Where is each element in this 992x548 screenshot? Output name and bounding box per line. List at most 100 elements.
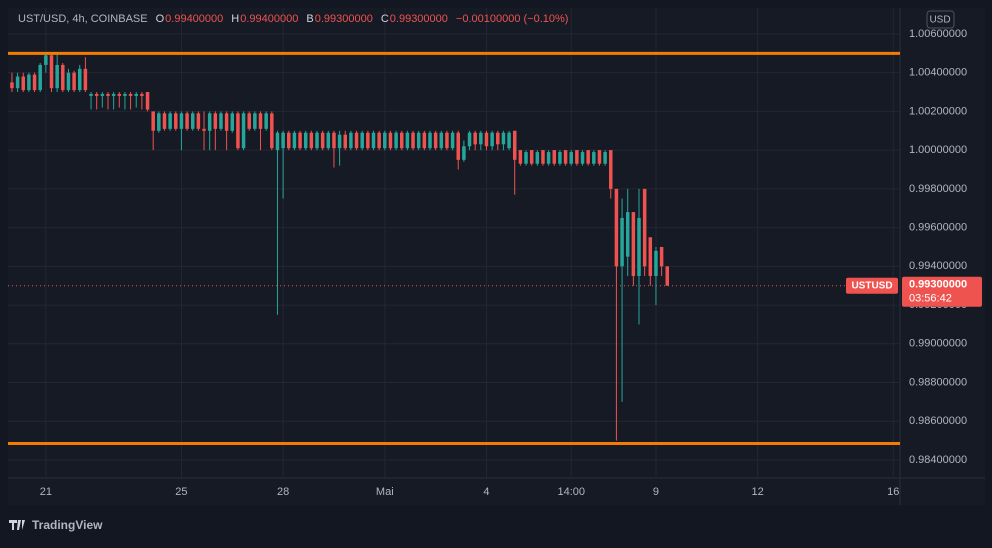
candle-body (320, 132, 325, 149)
candle-body (592, 152, 596, 164)
candle-body (609, 150, 613, 189)
grid (8, 8, 900, 478)
candle-body (72, 72, 76, 91)
candle-body (366, 132, 370, 149)
candle-body (399, 132, 404, 149)
x-tick-label: 25 (175, 486, 187, 498)
y-tick-label: 0.98400000 (909, 454, 967, 466)
candle-body (490, 132, 494, 147)
x-tick-label: 16 (887, 486, 899, 498)
countdown: 03:56:42 (909, 293, 952, 305)
candle-body (467, 132, 472, 147)
candle-body (38, 64, 42, 91)
x-tick-label: 21 (40, 486, 52, 498)
candle-body (83, 68, 88, 91)
candle-body (224, 113, 229, 131)
candle-body (49, 55, 54, 89)
y-tick-label: 1.00400000 (909, 67, 967, 79)
candle-body (253, 113, 257, 129)
candle-body (207, 113, 212, 131)
candle-body (433, 132, 438, 149)
candle-body (388, 132, 393, 149)
candle-body (281, 132, 285, 149)
candle-body (185, 113, 189, 129)
candle-body (213, 113, 218, 129)
candle-body (507, 132, 511, 149)
candle-body (247, 113, 251, 129)
candle-body (360, 132, 364, 149)
candle-body (151, 111, 155, 131)
brand: TradingView (32, 518, 103, 532)
candle-body (100, 93, 105, 96)
candle-body (21, 76, 26, 91)
candle-body (580, 152, 585, 164)
candle-body (134, 93, 138, 96)
x-tick-label: 12 (752, 486, 764, 498)
candle-body (496, 132, 500, 145)
candle-body (94, 93, 99, 96)
candle-body (179, 113, 184, 129)
y-tick-label: 1.00000000 (909, 144, 967, 156)
candle-body (264, 113, 268, 129)
candle-body (450, 132, 455, 149)
candle-body (140, 93, 144, 96)
candle-body (315, 132, 319, 149)
candle-body (241, 113, 246, 149)
candle-body (111, 93, 116, 96)
y-tick-label: 0.99600000 (909, 222, 967, 234)
candle-body (66, 72, 71, 91)
candle-body (524, 152, 528, 164)
price-label: 0.99300000 (909, 279, 967, 291)
candle-body (411, 132, 415, 149)
candle-body (106, 93, 110, 96)
candle-body (558, 152, 562, 164)
candle-body (473, 132, 477, 145)
candle-body (535, 152, 540, 164)
axis-labels: 0.98400000 0.98600000 0.98800000 0.99000000… (40, 28, 982, 498)
x-tick-label: 28 (277, 486, 289, 498)
y-tick-label: 1.00200000 (909, 105, 967, 117)
candle-body (168, 113, 172, 129)
candle-body (287, 132, 291, 149)
ohlc-key: O (156, 13, 165, 25)
candle-body (219, 113, 223, 129)
symbol-badge (846, 277, 898, 294)
candle-body (456, 132, 460, 160)
candle-body (236, 113, 240, 149)
candle-body (354, 132, 359, 149)
legend: UST/USD, 4h, COINBASE O 0.99400000 H 0.9940… (18, 13, 568, 25)
candle-body (332, 132, 336, 149)
candle-body (270, 113, 274, 149)
currency[interactable]: USD (929, 15, 950, 26)
candle-body (575, 150, 579, 164)
candle-body (422, 132, 427, 149)
candle-body (603, 152, 607, 164)
y-tick-label: 0.99400000 (909, 260, 967, 272)
candle-body (145, 92, 150, 110)
candle-body (128, 93, 133, 96)
candle-body (349, 132, 353, 149)
axis-corner (900, 478, 985, 505)
candles (8, 51, 900, 446)
candle-body (123, 93, 127, 96)
candle-body (377, 132, 381, 149)
candle-body (275, 132, 280, 151)
ohlc-key: H (231, 13, 239, 25)
ohlc-value: 0.99300000 (390, 13, 448, 25)
candle-body (518, 150, 523, 164)
candle-body (546, 152, 551, 164)
x-tick-label: 4 (483, 486, 489, 498)
currency-button[interactable] (926, 10, 955, 29)
x-tick-label: Mai (376, 486, 394, 498)
x-tick-label: 9 (653, 486, 659, 498)
candle-body (190, 113, 195, 129)
candle-body (637, 217, 641, 277)
candle-body (174, 113, 178, 129)
candle-body (501, 132, 506, 145)
candle-body (298, 132, 302, 149)
ohlc-key: C (381, 13, 389, 25)
candle-body (445, 132, 449, 149)
candle-body (117, 93, 122, 96)
candle-body (654, 250, 658, 277)
